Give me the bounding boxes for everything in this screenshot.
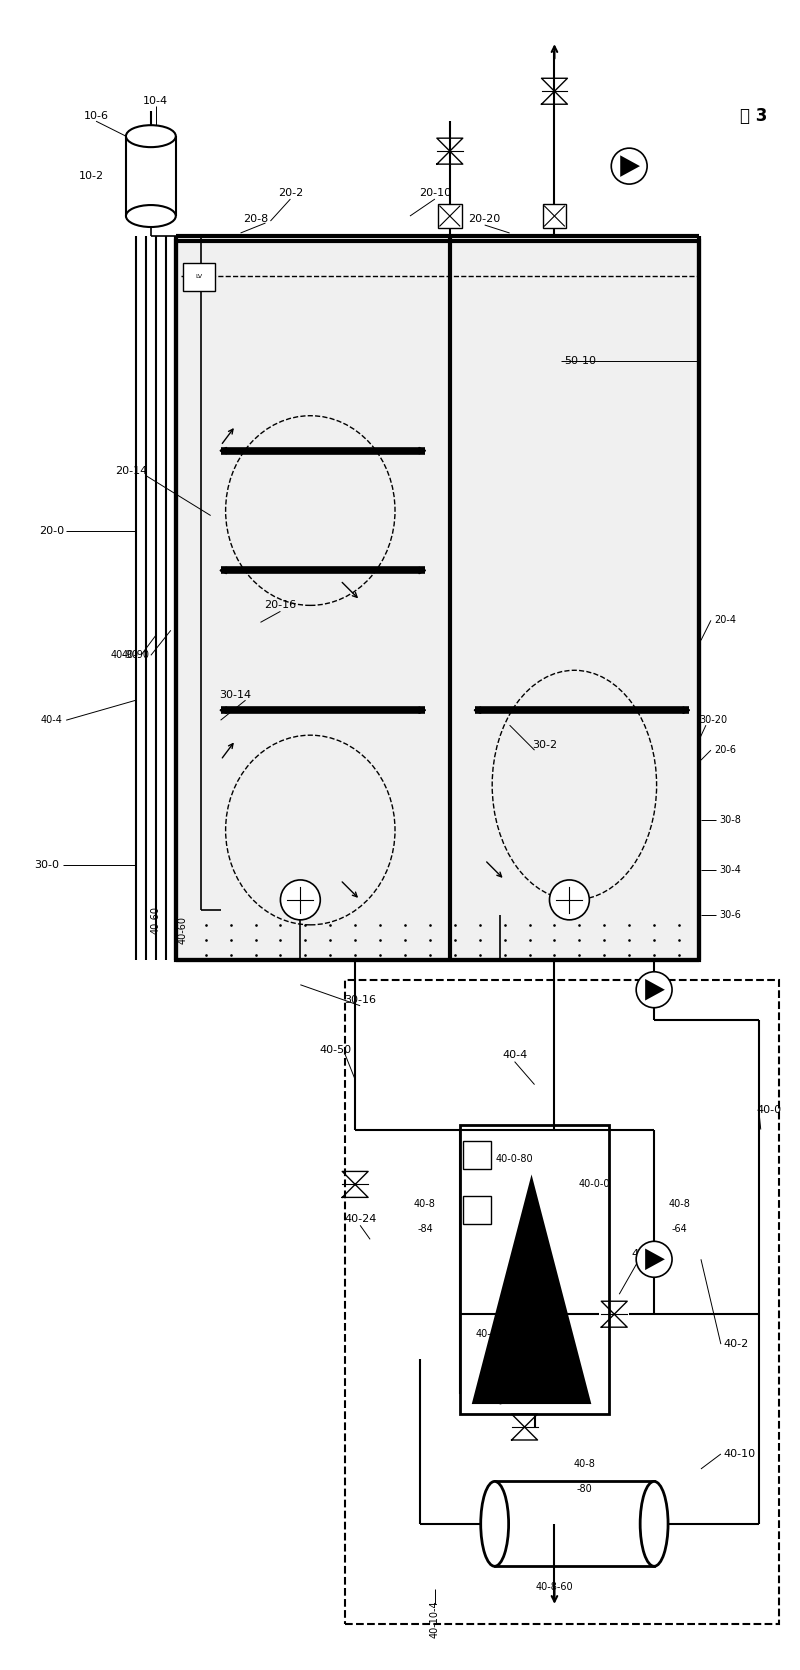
Text: 10-2: 10-2 (78, 170, 104, 180)
Text: -80: -80 (577, 1485, 592, 1495)
Text: 20-14: 20-14 (115, 466, 147, 476)
Bar (182, 262, 214, 291)
Text: 40-60: 40-60 (178, 915, 188, 944)
Text: 40-8: 40-8 (668, 1199, 690, 1209)
Text: -64: -64 (671, 1224, 687, 1234)
Text: 40-24: 40-24 (344, 1214, 376, 1224)
Text: 40-0-0: 40-0-0 (578, 1179, 610, 1189)
Circle shape (636, 972, 672, 1007)
Ellipse shape (126, 205, 176, 227)
Text: 40-4: 40-4 (502, 1050, 527, 1060)
Text: 20-6: 20-6 (714, 745, 736, 755)
Text: 40-8: 40-8 (631, 1249, 657, 1259)
Text: 40-50: 40-50 (319, 1045, 351, 1055)
Text: 30-20: 30-20 (699, 715, 727, 725)
Text: 20-10: 20-10 (419, 189, 451, 199)
Text: 10-4: 10-4 (143, 97, 169, 107)
Bar (438, 204, 462, 229)
Text: 20-16: 20-16 (264, 601, 297, 610)
Polygon shape (620, 155, 640, 177)
Text: 30-2: 30-2 (532, 740, 557, 750)
Bar (542, 204, 566, 229)
Bar (494, 1481, 654, 1566)
Text: 40-2: 40-2 (724, 1339, 749, 1349)
Circle shape (611, 149, 647, 184)
Polygon shape (645, 979, 665, 1000)
Text: 40-8: 40-8 (574, 1460, 595, 1470)
Text: 50-10: 50-10 (565, 356, 597, 366)
Text: 30-8: 30-8 (719, 815, 741, 825)
Text: 20-2: 20-2 (278, 189, 303, 199)
Text: 30-14: 30-14 (219, 690, 252, 700)
Bar (176, 240, 699, 960)
Text: 40-4: 40-4 (40, 715, 62, 725)
Text: 40-8-60: 40-8-60 (536, 1581, 574, 1592)
Text: 20-0: 20-0 (38, 526, 64, 536)
Bar (460, 1124, 610, 1414)
Text: 40-90: 40-90 (111, 650, 139, 660)
Text: 40-90: 40-90 (122, 650, 150, 660)
Bar (345, 980, 778, 1623)
Ellipse shape (640, 1481, 668, 1566)
Text: 10-6: 10-6 (83, 112, 109, 122)
Text: 40-8: 40-8 (414, 1199, 436, 1209)
Text: 40-10-4: 40-10-4 (430, 1600, 440, 1638)
Circle shape (550, 880, 590, 920)
Text: 40-0: 40-0 (756, 1104, 782, 1114)
Text: 40-10: 40-10 (724, 1450, 756, 1460)
Bar (462, 1196, 490, 1224)
Text: 30-4: 30-4 (719, 865, 741, 875)
Text: 30-6: 30-6 (719, 910, 741, 920)
Circle shape (281, 880, 320, 920)
Polygon shape (645, 1249, 665, 1271)
Ellipse shape (126, 125, 176, 147)
Bar (462, 1142, 490, 1169)
Text: 30-16: 30-16 (344, 995, 376, 1005)
Text: 40-6: 40-6 (542, 1389, 567, 1399)
Text: -84: -84 (417, 1224, 433, 1234)
Text: 40-8-10: 40-8-10 (476, 1329, 514, 1339)
Text: 40-60: 40-60 (151, 905, 161, 934)
Ellipse shape (481, 1481, 509, 1566)
Text: 图 3: 图 3 (740, 107, 767, 125)
Text: 20-4: 20-4 (714, 615, 736, 625)
Polygon shape (472, 1174, 591, 1404)
Text: 20-20: 20-20 (469, 214, 501, 224)
Text: 30-0: 30-0 (34, 860, 58, 870)
Text: 20-8: 20-8 (243, 214, 268, 224)
Text: LV: LV (195, 274, 202, 279)
Circle shape (636, 1241, 672, 1278)
Text: 40-0-80: 40-0-80 (496, 1154, 534, 1164)
